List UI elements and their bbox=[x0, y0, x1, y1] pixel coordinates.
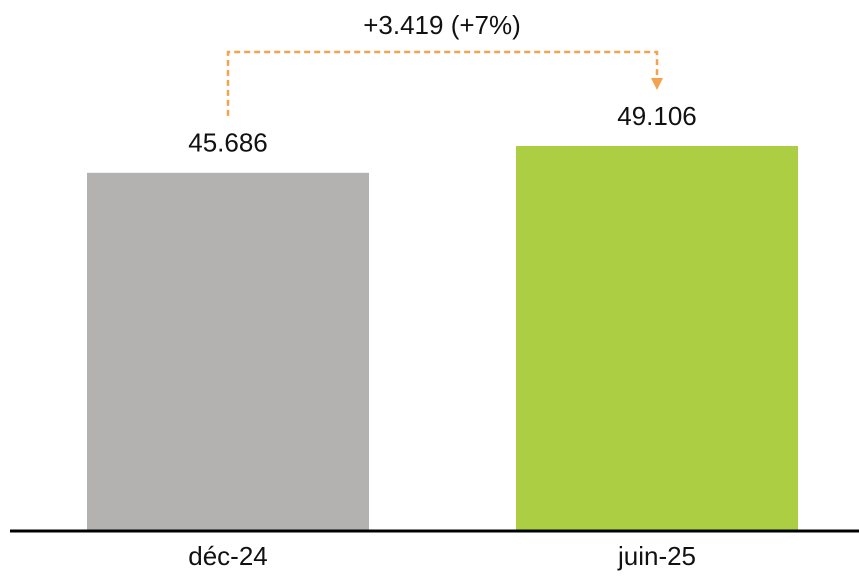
bar bbox=[516, 146, 798, 531]
change-connector bbox=[226, 50, 659, 116]
change-annotation: +3.419 (+7%) bbox=[363, 10, 521, 40]
value-label: 49.106 bbox=[617, 101, 697, 131]
change-arrowhead bbox=[651, 78, 663, 90]
x-tick-label: déc-24 bbox=[188, 541, 268, 571]
value-label: 45.686 bbox=[188, 128, 268, 158]
x-tick-label: juin-25 bbox=[617, 541, 696, 571]
bar bbox=[87, 172, 369, 532]
